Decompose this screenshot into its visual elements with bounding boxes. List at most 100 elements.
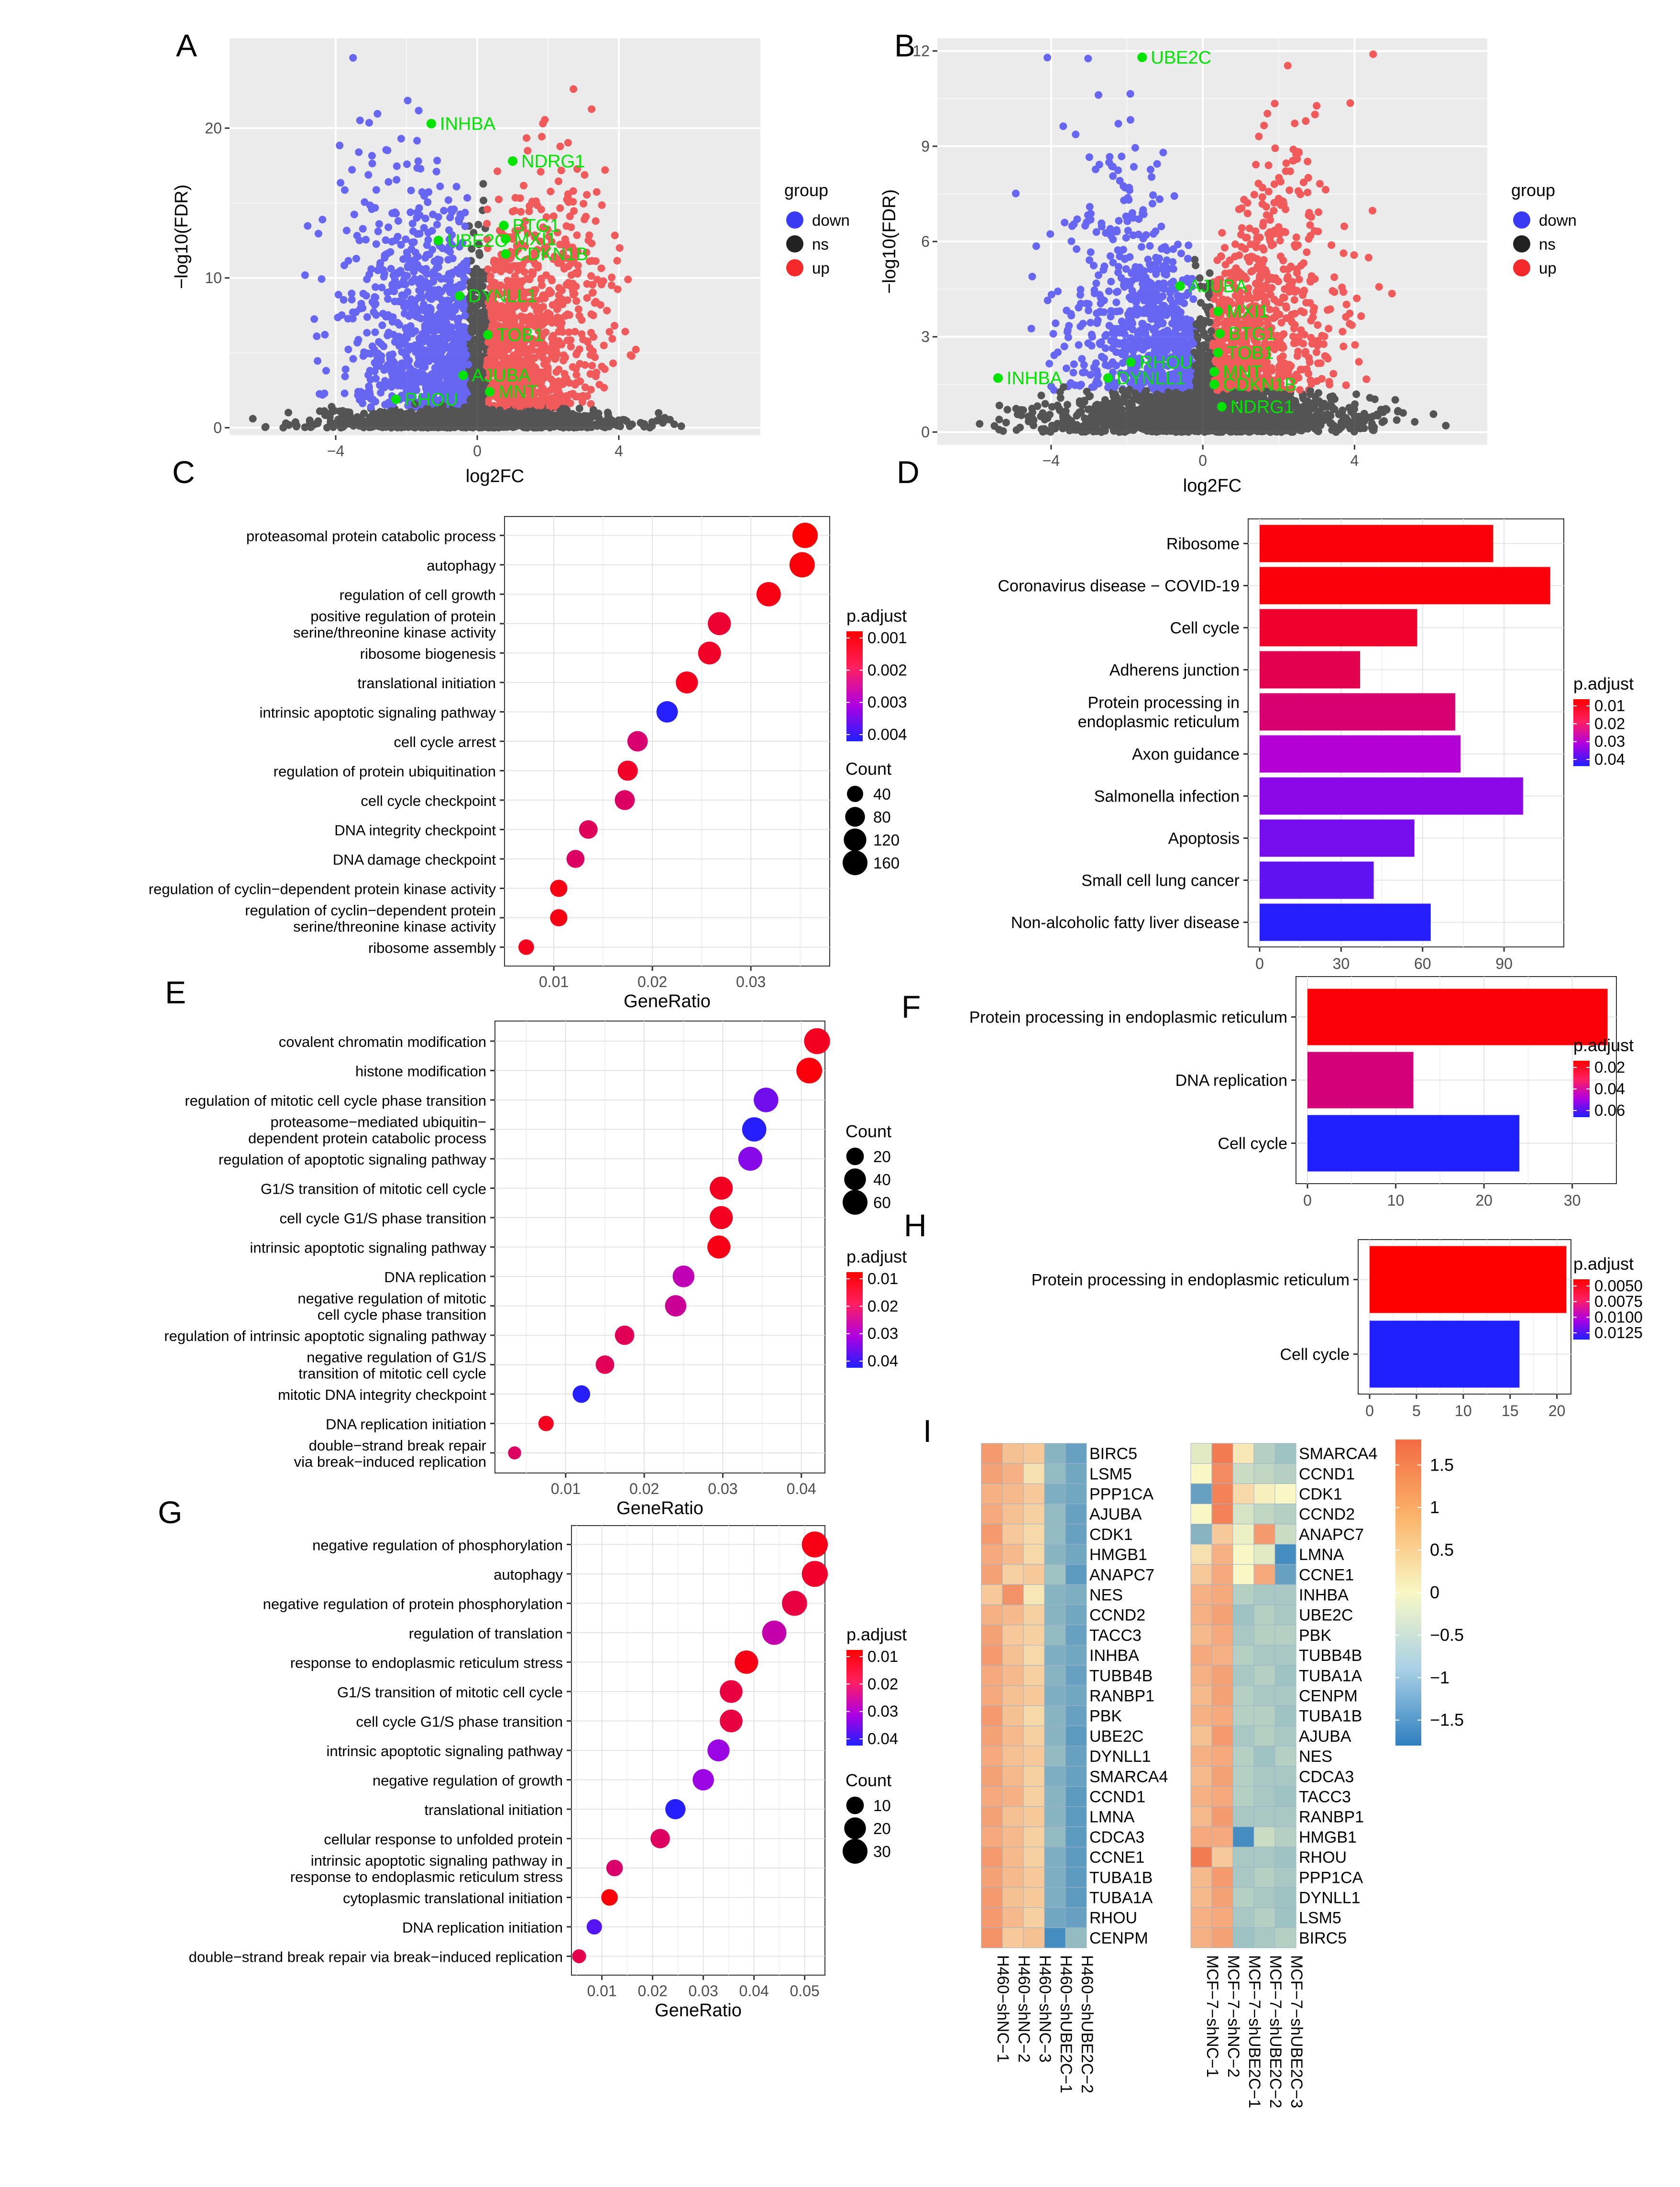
data-point — [403, 248, 411, 256]
data-point — [571, 289, 579, 297]
data-point — [600, 341, 608, 350]
gene-label: NDRG1 — [521, 152, 585, 172]
y-tick-label: 3 — [921, 328, 930, 345]
data-point-ns — [646, 424, 654, 432]
data-point — [516, 194, 524, 202]
data-point-ns — [666, 416, 674, 424]
data-point-ns — [467, 421, 475, 429]
data-point — [420, 224, 428, 232]
gene-label: UBE2C — [447, 231, 508, 251]
data-point — [1217, 252, 1225, 260]
data-point — [586, 370, 594, 378]
data-point-ns — [595, 418, 603, 427]
data-point — [1148, 173, 1156, 181]
data-point — [524, 345, 532, 353]
legend-entry-down: down — [812, 211, 850, 229]
data-point — [334, 291, 342, 299]
data-point — [1291, 120, 1299, 128]
data-point — [374, 349, 382, 357]
data-point — [525, 207, 533, 215]
gene-label: RHOU — [405, 390, 458, 410]
x-tick-label: 0 — [473, 442, 482, 460]
data-point — [549, 331, 557, 340]
data-point — [1027, 325, 1035, 333]
data-point — [384, 311, 392, 319]
data-point-ns — [427, 423, 435, 431]
data-point — [472, 310, 480, 319]
data-point — [322, 367, 330, 375]
data-point — [506, 266, 514, 275]
data-point — [575, 345, 583, 353]
gene-point-dynll1 — [455, 291, 464, 301]
data-point — [555, 389, 563, 397]
data-point — [348, 296, 356, 304]
data-point-ns — [584, 418, 593, 427]
data-point — [389, 209, 397, 217]
data-point — [572, 297, 581, 305]
panel-label-C: C — [172, 454, 195, 490]
data-point — [407, 187, 415, 195]
data-point — [357, 299, 365, 308]
data-point — [397, 241, 405, 249]
data-point-ns — [330, 407, 339, 415]
data-point-ns — [461, 403, 469, 411]
data-point — [459, 305, 467, 313]
data-point — [417, 165, 425, 173]
data-point — [381, 377, 389, 385]
data-point — [1028, 273, 1036, 281]
data-point-ns — [343, 408, 351, 416]
data-point — [413, 308, 421, 317]
data-point — [1314, 321, 1322, 329]
data-point-ns — [505, 413, 513, 421]
data-point — [583, 280, 591, 288]
data-point — [1279, 256, 1287, 264]
data-point — [560, 265, 568, 273]
data-point — [350, 210, 358, 219]
data-point — [538, 132, 546, 141]
data-point-ns — [655, 409, 663, 417]
legend-entry-ns: ns — [812, 235, 829, 253]
panel-label-G: G — [158, 1495, 182, 1530]
data-point — [1113, 287, 1121, 296]
data-point — [449, 304, 457, 312]
data-point — [579, 335, 587, 343]
gene-label: MNT — [498, 382, 538, 402]
data-point — [364, 171, 373, 179]
data-point — [506, 318, 515, 326]
data-point — [541, 116, 549, 124]
data-point — [407, 295, 416, 303]
x-tick-label: 4 — [1351, 452, 1359, 469]
data-point — [341, 365, 350, 374]
data-point — [437, 275, 445, 283]
data-point — [434, 343, 442, 351]
data-point — [615, 244, 624, 252]
data-point — [418, 330, 427, 338]
data-point — [374, 227, 382, 235]
data-point — [447, 369, 455, 377]
data-point — [544, 290, 552, 298]
data-point — [583, 294, 591, 302]
data-point — [511, 207, 519, 215]
data-point-ns — [677, 422, 685, 430]
data-point — [398, 348, 406, 356]
data-point — [538, 312, 546, 320]
legend-entry-up: up — [812, 259, 830, 277]
data-point-ns — [429, 414, 437, 422]
data-point — [457, 213, 465, 221]
legend-title: group — [784, 180, 828, 200]
data-point — [1281, 228, 1289, 236]
data-point — [595, 381, 604, 389]
data-point — [354, 336, 362, 344]
data-point — [621, 328, 629, 336]
data-point — [1364, 253, 1373, 262]
data-point — [394, 232, 402, 241]
data-point — [559, 328, 567, 336]
data-point — [494, 167, 502, 176]
data-point — [547, 187, 555, 196]
data-point — [421, 277, 429, 286]
data-point — [483, 235, 491, 243]
data-point — [1200, 331, 1208, 340]
data-point — [608, 335, 616, 343]
data-point — [555, 291, 563, 299]
